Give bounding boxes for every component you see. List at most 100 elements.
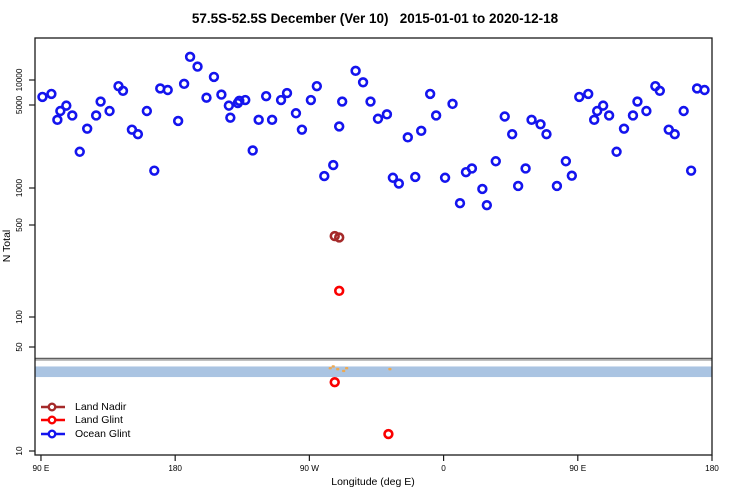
ocean-glint-point <box>162 84 173 96</box>
threshold-band <box>35 366 712 378</box>
y-tick-label: 500 <box>15 218 24 232</box>
ocean-glint-point <box>192 61 203 72</box>
ocean-glint-point <box>466 163 478 174</box>
ocean-glint-point <box>149 165 160 176</box>
ocean-glint-point <box>490 156 501 167</box>
ocean-glint-point <box>583 88 594 100</box>
ocean-glint-point <box>216 89 227 100</box>
ocean-glint-point <box>588 114 600 126</box>
ocean-glint-point <box>296 124 308 135</box>
ocean-glint-point <box>336 96 348 107</box>
ocean-glint-point <box>178 78 190 90</box>
y-tick-label: 1000 <box>15 178 24 197</box>
ocean-glint-point <box>591 105 603 117</box>
ocean-glint-point <box>37 91 48 103</box>
ocean-glint-point <box>632 96 643 107</box>
ocean-glint-point <box>208 71 220 83</box>
ocean-glint-point <box>669 128 680 140</box>
land-glint-point <box>329 376 340 388</box>
ocean-glint-point <box>424 88 436 100</box>
ocean-glint-point <box>266 114 278 126</box>
ocean-glint-point <box>381 109 393 120</box>
ocean-glint-point <box>654 85 666 97</box>
ocean-glint-point <box>319 170 330 182</box>
x-axis-title: Longitude (deg E) <box>331 476 415 488</box>
y-tick-label: 50 <box>15 342 24 352</box>
ocean-glint-point <box>520 163 531 174</box>
ocean-glint-point <box>260 90 272 102</box>
ocean-glint-point <box>410 171 421 183</box>
ocean-glint-point <box>477 183 488 195</box>
x-tick-label: 180 <box>168 464 182 473</box>
ocean-glint-point <box>275 94 287 106</box>
ocean-glint-point <box>526 114 537 126</box>
plot-border <box>34 37 713 456</box>
orange-mark <box>342 369 346 373</box>
ocean-glint-point <box>439 172 451 183</box>
ocean-glint-point <box>61 100 72 111</box>
ocean-glint-point <box>55 105 66 117</box>
ocean-glint-marker-icon <box>41 429 65 439</box>
y-tick-label: 10000 <box>15 68 24 91</box>
x-tick-label: 90 E <box>33 464 50 473</box>
ocean-glint-point <box>95 96 106 107</box>
ocean-glint-point <box>627 110 639 121</box>
ocean-glint-point <box>234 95 245 106</box>
ocean-glint-point <box>560 156 572 167</box>
ocean-glint-point <box>506 128 518 140</box>
legend-item-land-glint: Land Glint <box>40 414 130 428</box>
x-tick-label: 90 W <box>300 464 319 473</box>
ocean-glint-point <box>311 80 323 92</box>
x-tick-label: 0 <box>441 464 446 473</box>
legend-label-ocean-glint: Ocean Glint <box>75 427 131 440</box>
ocean-glint-point <box>74 146 85 157</box>
legend: Land Nadir Land Glint Ocean Glint <box>40 400 130 441</box>
ocean-glint-point <box>618 123 630 134</box>
ocean-glint-point <box>67 110 78 121</box>
y-tick-label: 10 <box>15 446 24 456</box>
ocean-glint-point <box>184 51 196 63</box>
ocean-glint-point <box>281 87 293 99</box>
ocean-glint-point <box>372 113 384 124</box>
ocean-glint-point <box>454 198 466 209</box>
ocean-glint-point <box>132 128 144 140</box>
y-axis-title: N Total <box>1 229 13 263</box>
orange-mark <box>388 367 392 371</box>
orange-mark <box>345 367 349 370</box>
ocean-glint-point <box>290 108 302 119</box>
ocean-glint-point <box>201 92 212 103</box>
ocean-glint-point <box>334 121 345 132</box>
legend-label-land-glint: Land Glint <box>75 414 123 427</box>
ocean-glint-point <box>597 100 609 111</box>
ocean-glint-point <box>247 145 258 156</box>
ocean-glint-point <box>357 77 369 88</box>
land-nadir-marker-icon <box>41 402 65 412</box>
ocean-glint-point <box>641 105 652 117</box>
ocean-glint-point <box>52 114 63 126</box>
ocean-glint-point <box>104 105 115 117</box>
land-glint-point <box>334 285 345 297</box>
ocean-glint-point <box>481 199 493 211</box>
legend-item-land-nadir: Land Nadir <box>40 400 130 414</box>
ocean-glint-point <box>117 85 129 97</box>
ocean-glint-point <box>535 119 546 130</box>
ocean-glint-point <box>430 110 442 121</box>
ocean-glint-point <box>447 98 458 110</box>
ocean-glint-point <box>402 132 413 143</box>
chart-title: 57.5S-52.5S December (Ver 10) 2015-01-01… <box>191 11 559 26</box>
land-glint-point <box>383 428 394 440</box>
ocean-glint-point <box>240 94 251 106</box>
ocean-glint-point <box>551 180 563 192</box>
ocean-glint-point <box>223 100 235 111</box>
ocean-glint-point <box>416 125 427 137</box>
orange-mark <box>328 367 332 370</box>
ocean-glint-point <box>603 110 615 121</box>
orange-mark <box>331 365 335 368</box>
ocean-glint-point <box>685 165 697 176</box>
legend-label-land-nadir: Land Nadir <box>75 400 127 413</box>
ocean-glint-point <box>499 111 510 122</box>
ocean-glint-point <box>541 128 552 140</box>
ocean-glint-point <box>393 178 405 189</box>
ocean-glint-point <box>350 65 361 77</box>
